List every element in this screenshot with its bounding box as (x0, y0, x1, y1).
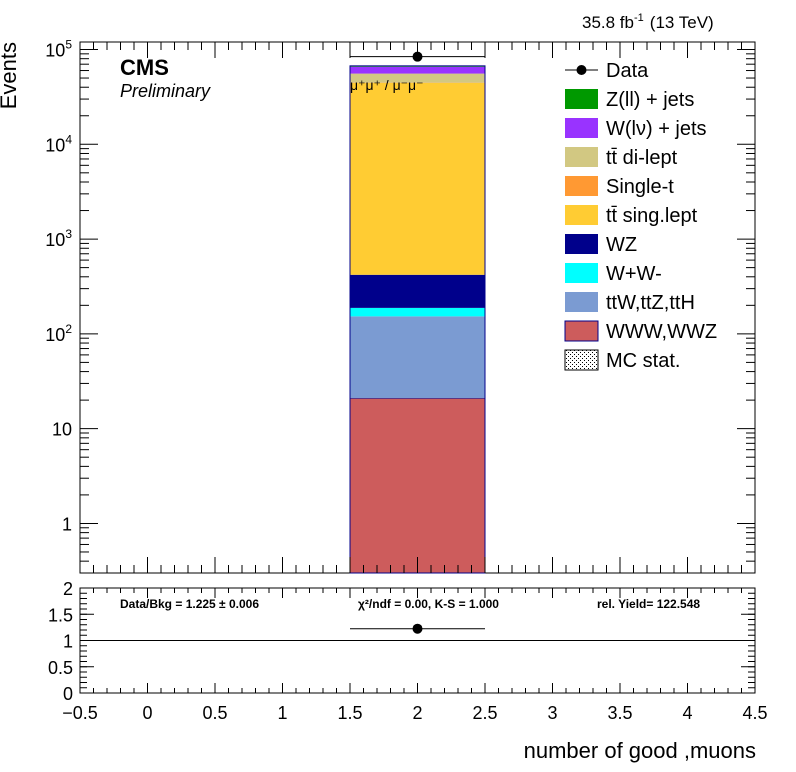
legend-label: Single-t (606, 176, 674, 198)
x-tick-label: −0.5 (62, 703, 98, 723)
ratio-y-tick-label: 0.5 (48, 658, 73, 678)
x-tick-label: 3 (547, 703, 557, 723)
preliminary-label: Preliminary (120, 81, 211, 101)
ratio-point (412, 623, 423, 634)
x-tick-label: 0 (142, 703, 152, 723)
legend-label: ttW,ttZ,ttH (606, 292, 695, 314)
legend-swatch (565, 292, 598, 312)
legend-swatch (565, 147, 598, 167)
legend-marker-data (576, 65, 587, 75)
y-tick-label: 1 (62, 514, 72, 534)
bar-segment (350, 82, 485, 275)
legend-swatch (565, 263, 598, 283)
legend: Data Z(ll) + jets W(lν) + jets tt̄ di-lept S… (564, 60, 717, 372)
y-tick-label: 105 (45, 38, 72, 61)
x-tick-label: 1 (277, 703, 287, 723)
ratio-text-right: rel. Yield= 122.548 (597, 597, 700, 611)
ratio-text-left: Data/Bkg = 1.225 ± 0.006 (120, 597, 259, 611)
bar-segment (350, 307, 485, 317)
y-tick-label: 104 (45, 132, 72, 155)
channel-label: μ⁺μ⁺ / μ⁻μ⁻ (350, 77, 424, 93)
bar-segment (350, 274, 485, 308)
ratio-y-tick-label: 0 (63, 684, 73, 704)
legend-label: W+W- (606, 263, 662, 285)
legend-label: Data (606, 60, 649, 82)
legend-label: tt̄ sing.lept (606, 205, 698, 227)
y-tick-label: 103 (45, 227, 72, 250)
legend-label: W(lν) + jets (606, 118, 707, 140)
legend-label: WWW,WWZ (606, 321, 717, 343)
y-tick-label: 10 (52, 420, 72, 440)
x-tick-label: 3.5 (607, 703, 632, 723)
legend-label: WZ (606, 234, 637, 256)
legend-label: MC stat. (606, 350, 680, 372)
y-axis-label: Events (0, 42, 21, 109)
x-tick-label: 1.5 (337, 703, 362, 723)
legend-swatch (564, 320, 599, 342)
x-tick-label: 0.5 (202, 703, 227, 723)
legend-swatch (565, 234, 598, 254)
x-tick-label: 2.5 (472, 703, 497, 723)
x-tick-label: 4.5 (742, 703, 767, 723)
legend-label: Z(ll) + jets (606, 89, 694, 111)
legend-swatch (565, 118, 598, 138)
legend-swatch (565, 205, 598, 225)
bar-segment (350, 66, 485, 74)
cms-label: CMS (120, 55, 169, 80)
bar-segment (350, 316, 485, 399)
legend-swatch (565, 89, 598, 109)
x-tick-label: 2 (412, 703, 422, 723)
bar-segment (350, 73, 485, 83)
ratio-text-mid: χ²/ndf = 0.00, K-S = 1.000 (358, 597, 499, 611)
bar-segment (349, 397, 486, 574)
x-tick-label: 4 (682, 703, 692, 723)
ratio-y-tick-label: 1.5 (48, 605, 73, 625)
ratio-y-tick-label: 1 (63, 632, 73, 652)
legend-label: tt̄ di-lept (606, 147, 678, 169)
lumi-label: 35.8 fb-1 (13 TeV) (582, 12, 714, 32)
legend-swatch (565, 176, 598, 196)
ratio-y-tick-label: 2 (63, 579, 73, 599)
y-tick-label: 102 (45, 322, 72, 345)
data-point (412, 51, 423, 62)
legend-swatch (564, 349, 599, 371)
x-axis-label: number of good ,muons (524, 738, 756, 763)
